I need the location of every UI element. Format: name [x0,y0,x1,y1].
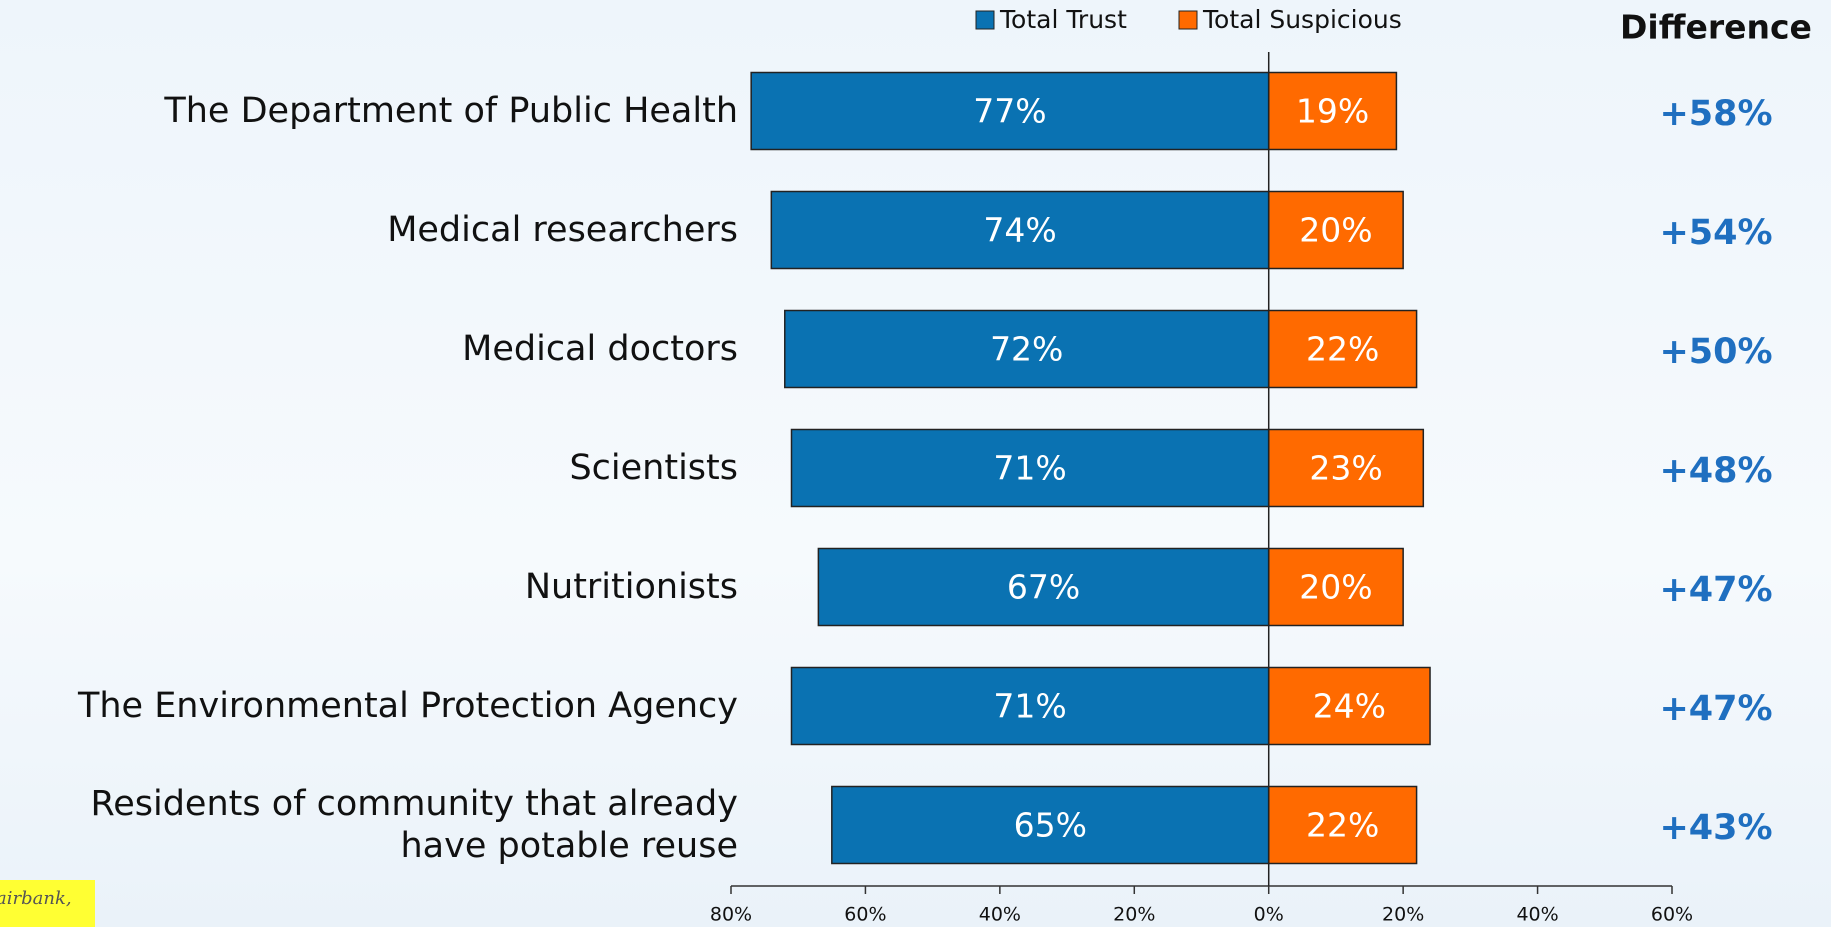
bar [1267,71,1398,151]
value-label: 71% [993,687,1066,726]
x-tick-label: 60% [1651,904,1693,926]
bar [817,547,1270,627]
legend-label: Total Trust [999,5,1127,34]
difference-title: Difference [1620,8,1812,47]
x-tick-label: 40% [979,904,1021,926]
bar [1267,785,1418,865]
x-tick-label: 0% [1254,904,1284,926]
value-label: 24% [1313,687,1386,726]
value-label: 23% [1309,449,1382,488]
x-tick-label: 40% [1516,904,1558,926]
value-label: 77% [973,92,1046,131]
bar [1267,547,1404,627]
difference-label: +47% [1659,570,1772,610]
difference-label: +54% [1659,213,1772,253]
bar [790,428,1270,508]
bar [1267,309,1418,389]
difference-label: +58% [1659,94,1772,134]
value-label: 65% [1014,806,1087,845]
x-tick-label: 60% [844,904,886,926]
legend-label: Total Suspicious [1202,5,1402,34]
legend-swatch [1178,10,1198,30]
bar [770,190,1270,270]
legend-swatch [975,10,995,30]
difference-label: +43% [1659,808,1772,848]
bar [1267,428,1425,508]
x-tick-label: 80% [710,904,752,926]
value-label: 20% [1299,211,1372,250]
value-label: 19% [1296,92,1369,131]
category-label: Residents of community that already have… [90,784,738,866]
difference-label: +48% [1659,451,1772,491]
difference-label: +50% [1659,332,1772,372]
bar [831,785,1270,865]
value-label: 74% [983,211,1056,250]
value-label: 22% [1306,806,1379,845]
bar [784,309,1270,389]
bar [750,71,1270,151]
source-note: airbank, [0,880,95,927]
value-label: 20% [1299,568,1372,607]
x-tick-label: 20% [1382,904,1424,926]
category-label: The Department of Public Health [164,91,738,131]
category-label: The Environmental Protection Agency [77,686,738,726]
value-label: 22% [1306,330,1379,369]
value-label: 71% [993,449,1066,488]
x-tick-label: 20% [1113,904,1155,926]
difference-label: +47% [1659,689,1772,729]
bar [1267,666,1431,746]
value-label: 72% [990,330,1063,369]
category-label: Scientists [569,448,738,488]
category-label: Medical doctors [462,329,738,369]
bar [1267,190,1404,270]
category-label: Medical researchers [387,210,738,250]
value-label: 67% [1007,568,1080,607]
category-label: Nutritionists [524,567,738,607]
